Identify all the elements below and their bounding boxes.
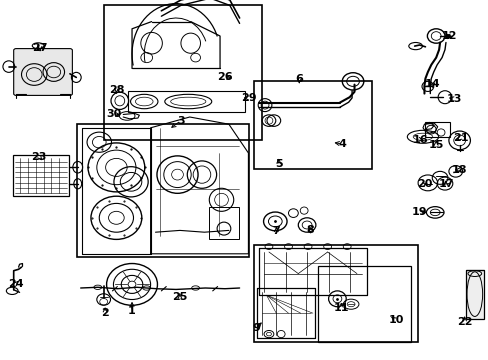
Text: 9: 9 <box>252 323 260 333</box>
Text: 17: 17 <box>437 179 453 189</box>
Text: 6: 6 <box>295 74 303 84</box>
Bar <box>254 81 371 169</box>
Text: 4: 4 <box>338 139 346 149</box>
Text: 21: 21 <box>452 132 468 143</box>
Text: 25: 25 <box>172 292 187 302</box>
Text: 11: 11 <box>333 303 348 313</box>
Bar <box>465 270 483 319</box>
Text: 30: 30 <box>106 109 122 120</box>
Text: 27: 27 <box>32 42 48 53</box>
Text: 10: 10 <box>387 315 403 325</box>
Bar <box>128 91 245 112</box>
Bar <box>425 122 449 137</box>
Text: 23: 23 <box>31 152 47 162</box>
Text: 19: 19 <box>411 207 427 217</box>
Bar <box>13 155 69 196</box>
Text: 3: 3 <box>177 116 184 126</box>
Bar <box>104 5 261 140</box>
Text: 7: 7 <box>272 226 280 236</box>
Bar <box>254 245 417 342</box>
Text: 5: 5 <box>274 159 282 169</box>
Bar <box>317 266 410 342</box>
Text: 13: 13 <box>446 94 462 104</box>
Bar <box>77 124 249 257</box>
Text: 24: 24 <box>8 279 23 289</box>
Bar <box>209 207 238 239</box>
Text: 12: 12 <box>441 31 457 41</box>
Text: 18: 18 <box>451 165 467 175</box>
Text: 22: 22 <box>456 317 471 327</box>
Text: 8: 8 <box>306 225 314 235</box>
Text: 16: 16 <box>412 135 427 145</box>
Text: 15: 15 <box>427 140 443 150</box>
Text: 29: 29 <box>241 93 257 103</box>
Text: 20: 20 <box>416 179 431 189</box>
FancyBboxPatch shape <box>14 49 72 95</box>
Text: 14: 14 <box>424 78 440 89</box>
Text: 26: 26 <box>217 72 232 82</box>
Text: 28: 28 <box>108 85 124 95</box>
Text: 2: 2 <box>101 308 109 318</box>
Text: 1: 1 <box>128 306 136 316</box>
